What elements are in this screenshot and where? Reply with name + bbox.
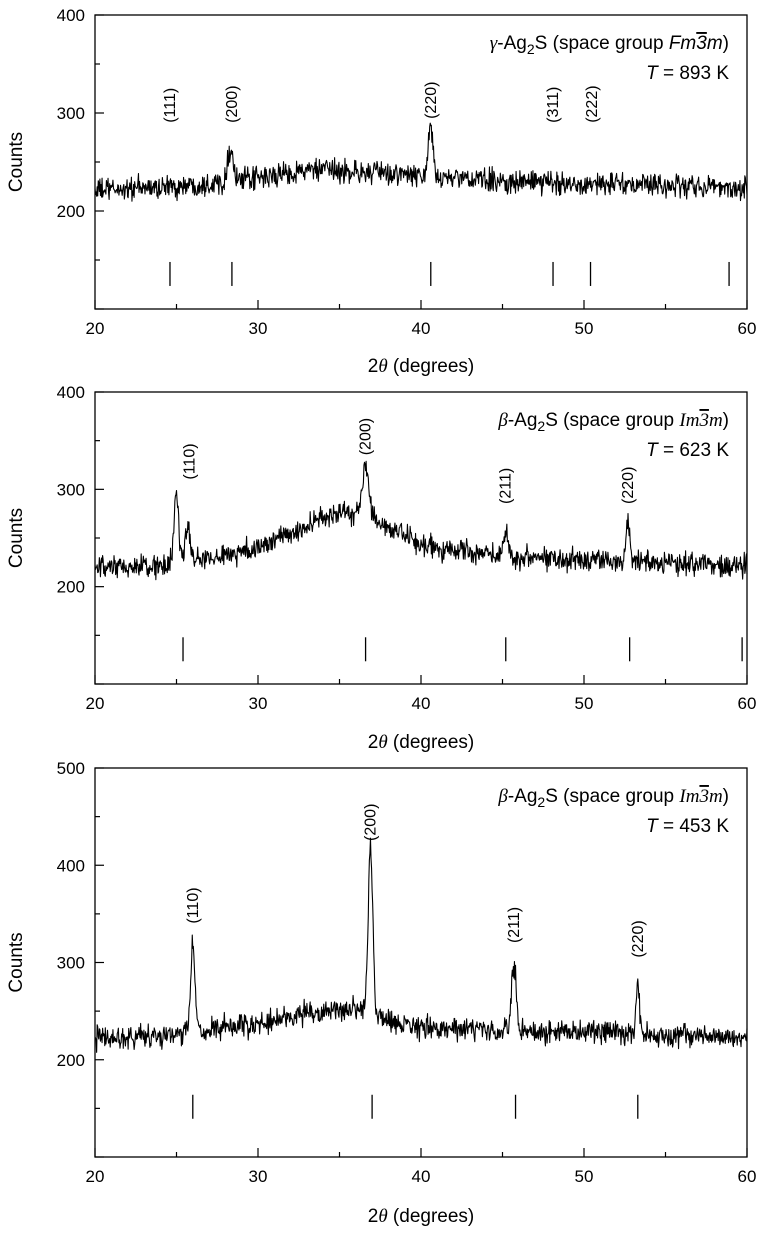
- x-tick-label: 50: [575, 1167, 594, 1186]
- hkl-label: (220): [620, 467, 637, 504]
- y-axis-title: Counts: [6, 508, 27, 568]
- y-tick-label: 300: [57, 480, 85, 499]
- xrd-panel-3: 20 30 40 50 60 200 300 400 500 2θ (degrees) Counts…: [6, 759, 756, 1227]
- x-tick-label: 20: [86, 319, 105, 338]
- hkl-label: (200): [358, 418, 375, 455]
- hkl-label: (220): [423, 82, 440, 119]
- y-axis-title: Counts: [6, 932, 27, 992]
- y-tick-label: 300: [57, 104, 85, 123]
- y-tick-label: 200: [57, 1051, 85, 1070]
- x-tick-label: 20: [86, 694, 105, 713]
- xrd-panel-1: 20 30 40 50 60 200 300 400 2θ (degrees) Counts γ-A…: [6, 6, 756, 377]
- x-tick-label: 40: [412, 694, 431, 713]
- plot-frame: [94, 14, 748, 310]
- hkl-label: (220): [630, 920, 647, 957]
- y-tick-label: 400: [57, 6, 85, 25]
- y-tick-label: 400: [57, 383, 85, 402]
- hkl-label: (110): [182, 443, 199, 479]
- x-tick-label: 50: [575, 319, 594, 338]
- x-axis-title: 2θ (degrees): [368, 1206, 475, 1227]
- x-tick-label: 40: [412, 319, 431, 338]
- diffraction-pattern-line: [94, 122, 748, 202]
- y-axis-title: Counts: [6, 132, 27, 192]
- hkl-label: (211): [498, 468, 515, 504]
- x-tick-label: 60: [738, 694, 757, 713]
- hkl-label: (211): [506, 907, 523, 943]
- hkl-label: (200): [224, 85, 241, 122]
- x-tick-label: 50: [575, 694, 594, 713]
- plot-frame: [94, 391, 748, 685]
- hkl-label: (311): [545, 87, 562, 123]
- y-tick-label: 400: [57, 856, 85, 875]
- legend-temperature: T = 893 K: [646, 63, 729, 84]
- x-tick-label: 60: [738, 1167, 757, 1186]
- y-tick-label: 500: [57, 759, 85, 778]
- hkl-label: (200): [362, 804, 379, 841]
- hkl-label: (111): [162, 88, 179, 123]
- xrd-panel-2: 20 30 40 50 60 200 300 400 2θ (degrees) Counts β-A…: [6, 383, 756, 753]
- legend-phase: β-Ag2S (space group Im3m): [497, 786, 729, 810]
- x-tick-label: 30: [249, 319, 268, 338]
- y-tick-label: 300: [57, 954, 85, 973]
- y-tick-label: 200: [57, 578, 85, 597]
- diffraction-pattern-line: [94, 460, 748, 581]
- x-tick-label: 20: [86, 1167, 105, 1186]
- legend-temperature: T = 453 K: [646, 816, 729, 837]
- diffraction-pattern-line: [94, 837, 748, 1053]
- x-tick-label: 40: [412, 1167, 431, 1186]
- x-tick-label: 30: [249, 694, 268, 713]
- hkl-label: (222): [584, 85, 601, 122]
- y-tick-label: 200: [57, 202, 85, 221]
- x-axis-title: 2θ (degrees): [368, 732, 475, 753]
- x-axis-title: 2θ (degrees): [368, 356, 475, 377]
- hkl-label: (110): [185, 887, 202, 923]
- legend-temperature: T = 623 K: [646, 440, 729, 461]
- x-tick-label: 30: [249, 1167, 268, 1186]
- legend-phase: γ-Ag2S (space group Fm3m): [490, 33, 729, 57]
- legend-phase: β-Ag2S (space group Im3m): [497, 410, 729, 434]
- x-tick-label: 60: [738, 319, 757, 338]
